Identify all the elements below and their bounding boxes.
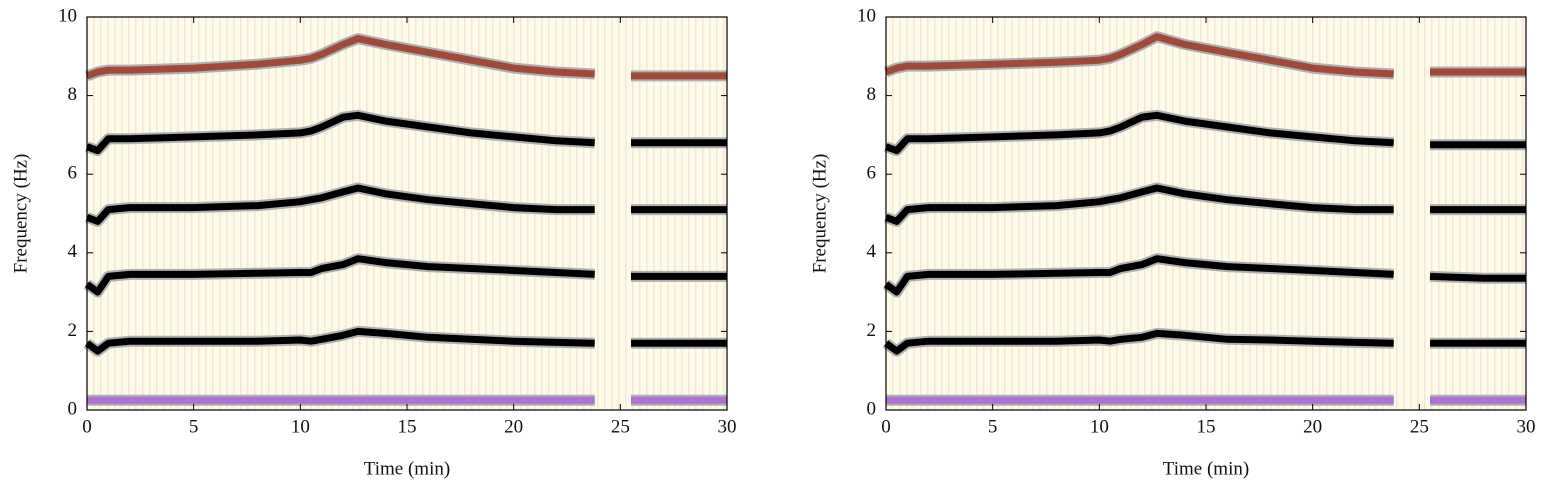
ridge-line <box>883 329 1526 355</box>
x-tick-label: 5 <box>189 416 199 437</box>
y-axis-label: Frequency (Hz) <box>10 154 31 274</box>
ridge-line <box>85 35 727 80</box>
ridge-line <box>84 327 727 355</box>
y-tick-label: 4 <box>68 241 78 262</box>
y-tick-label: 8 <box>68 84 78 105</box>
y-tick-label: 0 <box>867 398 877 419</box>
ridge-line <box>84 255 727 296</box>
ridge-line <box>884 33 1526 78</box>
x-tick-label: 30 <box>1517 416 1536 437</box>
x-tick-label: 30 <box>718 416 737 437</box>
x-tick-label: 25 <box>1410 416 1429 437</box>
ridge-line <box>884 111 1526 155</box>
ridge-line <box>85 184 727 225</box>
x-axis-label: Time (min) <box>364 458 450 479</box>
y-tick-label: 10 <box>58 5 77 26</box>
x-tick-label: 10 <box>1090 416 1109 437</box>
ridge-line <box>85 111 727 155</box>
x-tick-label: 20 <box>504 416 523 437</box>
x-tick-label: 10 <box>291 416 310 437</box>
chart: 0 5 10 15 20 25 30 0 2 4 6 8 10 Time (min) Frequency (… <box>809 5 1536 479</box>
y-tick-label: 0 <box>68 398 78 419</box>
y-tick-label: 8 <box>867 84 877 105</box>
ridge-line <box>883 255 1526 296</box>
x-tick-label: 15 <box>398 416 417 437</box>
x-tick-label: 20 <box>1303 416 1322 437</box>
y-tick-label: 10 <box>857 5 876 26</box>
chart: 0 5 10 15 20 25 30 0 2 4 6 8 10 Time (min) Frequency (… <box>10 5 737 479</box>
y-tick-label: 2 <box>68 320 78 341</box>
y-tick-label: 6 <box>867 163 877 184</box>
y-tick-label: 6 <box>68 163 78 184</box>
y-tick-label: 4 <box>867 241 877 262</box>
x-tick-label: 5 <box>988 416 998 437</box>
x-tick-label: 25 <box>611 416 630 437</box>
x-axis-label: Time (min) <box>1163 458 1249 479</box>
y-axis-label: Frequency (Hz) <box>809 154 830 274</box>
x-tick-label: 0 <box>82 416 92 437</box>
ridge-line <box>884 184 1526 225</box>
x-tick-label: 15 <box>1197 416 1216 437</box>
y-tick-label: 2 <box>867 320 877 341</box>
x-tick-label: 0 <box>881 416 891 437</box>
